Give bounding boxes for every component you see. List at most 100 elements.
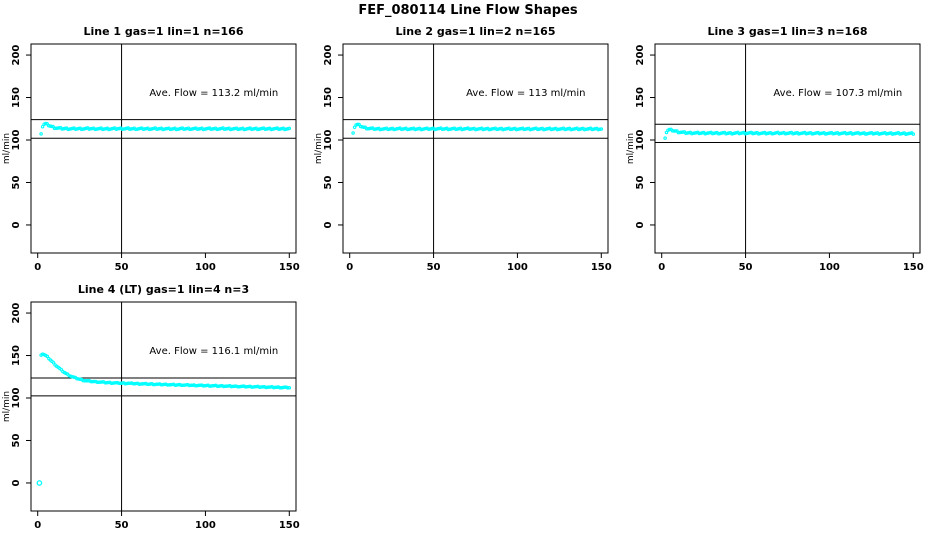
data-point	[40, 124, 45, 129]
y-tick-label: 100	[323, 130, 334, 151]
data-point	[97, 380, 101, 384]
data-point	[112, 381, 117, 385]
data-point	[201, 384, 206, 388]
data-point	[437, 126, 442, 131]
data-point	[204, 383, 209, 388]
data-point	[664, 130, 669, 135]
data-point	[68, 374, 73, 379]
x-tick-label: 0	[346, 262, 353, 273]
y-tick-label: 100	[635, 130, 646, 151]
data-point	[355, 122, 360, 127]
data-point	[134, 381, 139, 386]
data-point	[265, 385, 270, 390]
data-point	[278, 386, 282, 390]
y-tick-label: 150	[11, 87, 22, 108]
ave-flow-annotation: Ave. Flow = 107.3 ml/min	[773, 88, 902, 99]
data-point	[259, 385, 263, 389]
data-point	[267, 385, 271, 389]
data-point	[282, 385, 287, 390]
y-axis-label: ml/min	[2, 391, 12, 422]
ave-flow-annotation: Ave. Flow = 113.2 ml/min	[149, 88, 278, 99]
data-point	[593, 127, 597, 131]
x-tick-label: 150	[279, 262, 300, 273]
x-tick-label: 0	[34, 520, 41, 531]
data-point	[250, 385, 254, 389]
figure-title: FEF_080114 Line Flow Shapes	[358, 3, 578, 18]
data-point	[393, 127, 398, 131]
data-point	[100, 380, 104, 384]
data-point	[253, 385, 257, 389]
data-point	[670, 129, 675, 133]
data-point	[39, 132, 43, 136]
data-point	[203, 383, 207, 388]
data-point	[207, 384, 212, 388]
data-point	[162, 382, 167, 387]
y-tick-label: 0	[635, 221, 646, 228]
data-point	[681, 130, 685, 134]
data-point	[383, 126, 387, 131]
data-point	[364, 127, 369, 131]
data-point	[676, 130, 681, 135]
data-point	[273, 385, 277, 390]
y-tick-label: 0	[11, 221, 22, 228]
data-point	[187, 383, 192, 388]
data-point	[684, 131, 688, 135]
data-point	[118, 381, 123, 385]
data-point	[184, 383, 189, 387]
data-point	[272, 127, 276, 131]
data-point	[125, 381, 129, 386]
data-point	[237, 384, 242, 389]
data-point	[505, 126, 510, 131]
data-point	[516, 127, 520, 132]
data-point	[217, 384, 221, 388]
data-point	[911, 132, 916, 136]
data-point	[128, 381, 132, 385]
y-axis-label: ml/min	[626, 133, 636, 164]
data-point	[120, 381, 124, 385]
data-point	[549, 127, 554, 132]
data-point	[232, 384, 237, 388]
panel-title: Line 1 gas=1 lin=1 n=166	[83, 25, 243, 38]
data-point	[360, 125, 364, 129]
panel-title: Line 3 gas=1 lin=3 n=168	[707, 25, 867, 38]
data-point	[470, 126, 475, 131]
data-point	[189, 383, 193, 388]
data-point	[117, 381, 121, 386]
data-point	[147, 382, 151, 386]
data-point	[663, 136, 667, 140]
data-point	[367, 126, 372, 131]
data-point	[482, 127, 487, 131]
data-point	[229, 384, 234, 389]
data-point	[151, 382, 156, 387]
data-point	[251, 385, 256, 389]
y-tick-label: 50	[11, 175, 22, 189]
data-point	[287, 126, 292, 131]
x-tick-label: 150	[279, 520, 300, 531]
y-tick-label: 0	[323, 221, 334, 228]
data-point	[159, 382, 164, 387]
x-tick-label: 50	[739, 262, 753, 273]
data-point	[139, 382, 143, 386]
data-point	[218, 384, 223, 388]
data-point	[190, 383, 195, 387]
data-point	[261, 385, 265, 389]
data-point	[211, 384, 215, 388]
data-point	[271, 385, 276, 390]
ave-flow-annotation: Ave. Flow = 113 ml/min	[466, 88, 585, 99]
data-point	[45, 354, 50, 359]
data-point	[582, 127, 587, 132]
y-tick-label: 200	[635, 45, 646, 66]
data-point	[140, 382, 145, 386]
data-point	[55, 126, 60, 130]
plot-box	[30, 43, 297, 254]
data-point	[173, 383, 178, 387]
data-point	[49, 124, 54, 129]
data-point	[103, 381, 107, 385]
data-point	[176, 383, 181, 387]
data-point	[161, 382, 165, 387]
data-point	[212, 383, 217, 388]
data-point	[86, 379, 90, 383]
data-point	[84, 379, 89, 383]
data-point	[245, 384, 249, 389]
data-point	[231, 384, 235, 389]
